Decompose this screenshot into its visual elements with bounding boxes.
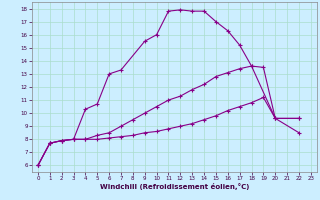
X-axis label: Windchill (Refroidissement éolien,°C): Windchill (Refroidissement éolien,°C) xyxy=(100,183,249,190)
